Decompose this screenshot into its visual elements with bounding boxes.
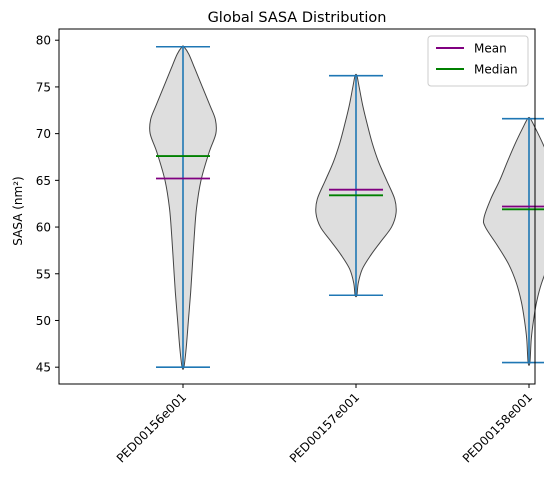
y-tick-label: 45	[36, 361, 51, 375]
legend: Mean Median	[427, 35, 529, 87]
y-axis: 45 50 55 60 65 70 75 80	[36, 34, 59, 375]
violins-layer	[149, 45, 544, 371]
y-tick-label: 75	[36, 80, 51, 94]
x-axis: PED00156e001 PED00157e001 PED00158e001	[114, 384, 535, 466]
chart-title: Global SASA Distribution	[208, 10, 387, 26]
plot-frame	[58, 28, 536, 385]
y-axis-label: SASA (nm²)	[11, 176, 25, 245]
y-tick-label: 60	[36, 221, 51, 235]
y-tick-label: 70	[36, 127, 51, 141]
x-tick-label: PED00157e001	[287, 390, 362, 465]
y-tick-label: 50	[36, 314, 51, 328]
x-tick-label: PED00158e001	[460, 390, 535, 465]
legend-median-label: Median	[474, 63, 518, 77]
y-tick-label: 55	[36, 267, 51, 281]
x-tick-label: PED00156e001	[114, 390, 189, 465]
y-tick-label: 65	[36, 174, 51, 188]
legend-mean-label: Mean	[474, 42, 507, 56]
y-tick-label: 80	[36, 34, 51, 48]
